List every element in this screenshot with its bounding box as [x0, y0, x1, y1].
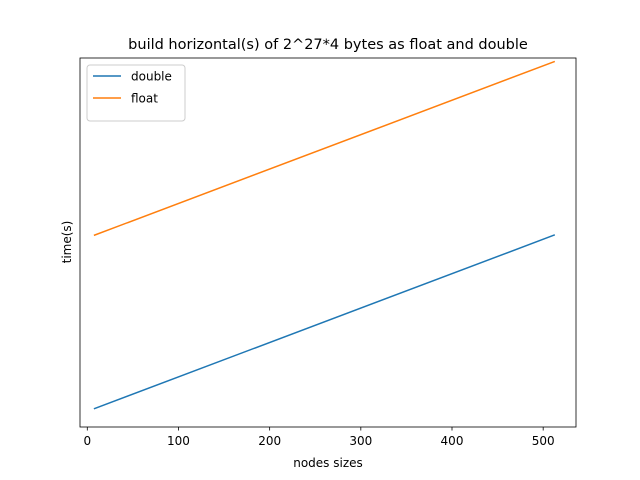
- legend: double float: [86, 64, 186, 122]
- legend-box: [86, 64, 186, 122]
- legend-label-double: double: [131, 70, 172, 84]
- x-tick-label: 100: [167, 434, 190, 448]
- legend-label-float: float: [131, 92, 158, 106]
- x-tick-label: 400: [441, 434, 464, 448]
- x-tick-label: 200: [258, 434, 281, 448]
- series-line-float: [93, 60, 556, 237]
- x-axis-ticks: 0 100 200 300 400 500: [83, 427, 555, 448]
- series-layer: [93, 60, 556, 410]
- x-tick-label: 300: [349, 434, 372, 448]
- chart-title: build horizontal(s) of 2^27*4 bytes as f…: [128, 37, 528, 53]
- x-tick-label: 500: [532, 434, 555, 448]
- plot-area-frame: [79, 57, 577, 428]
- x-axis-label: nodes sizes: [293, 456, 363, 470]
- series-line-double: [93, 234, 556, 410]
- y-axis-label: time(s): [60, 221, 74, 264]
- x-tick-label: 0: [83, 434, 91, 448]
